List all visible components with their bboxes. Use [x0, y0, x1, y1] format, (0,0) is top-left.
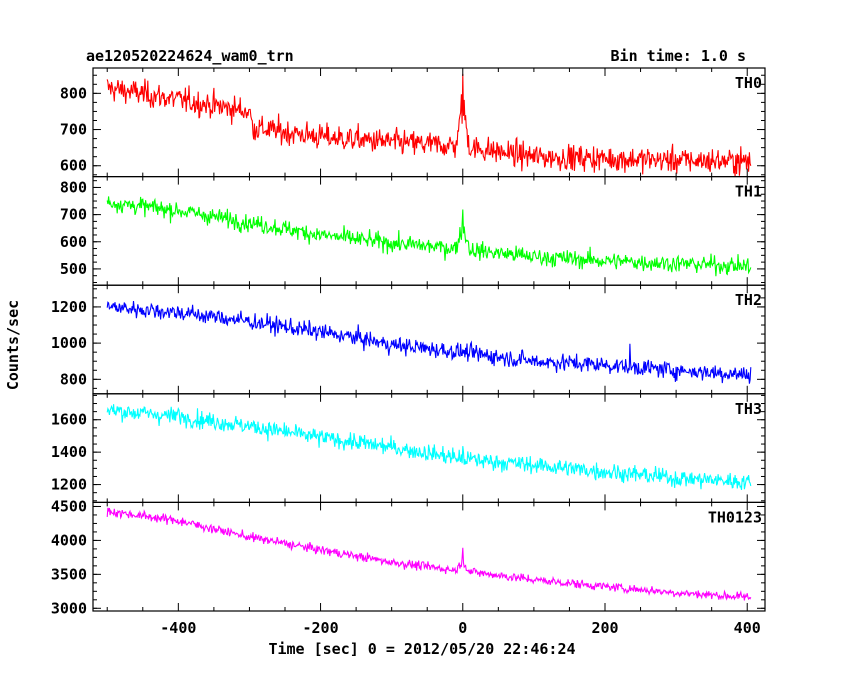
y-tick-label: 800 — [60, 178, 87, 196]
y-tick-label: 4500 — [51, 497, 87, 515]
y-tick-label: 3500 — [51, 565, 87, 583]
y-tick-label: 600 — [60, 157, 87, 175]
y-tick-label: 600 — [60, 233, 87, 251]
panels: 600 700 800 TH0 500 600 700 800 TH1 800 1000 1200 TH… — [51, 67, 766, 637]
y-tick-label: 800 — [60, 370, 87, 388]
series-label-th3: TH3 — [735, 400, 762, 418]
series-th0123-line — [106, 507, 752, 601]
panel-frame-th0 — [92, 67, 766, 178]
x-tick-label: 400 — [734, 619, 761, 637]
series-label-th0123: TH0123 — [708, 508, 762, 526]
x-axis-label: Time [sec] 0 = 2012/05/20 22:46:24 — [268, 640, 575, 658]
panel-frame-th0123 — [92, 501, 766, 612]
x-tick-label: -400 — [160, 619, 196, 637]
y-tick-label: 1000 — [51, 334, 87, 352]
chart-title: ae120520224624_wam0_trn — [86, 47, 294, 65]
y-tick-label: 1200 — [51, 476, 87, 494]
y-tick-label: 3000 — [51, 599, 87, 617]
bin-time-label: Bin time: 1.0 s — [611, 47, 746, 65]
series-th1-line — [106, 196, 752, 277]
series-label-th0: TH0 — [735, 74, 762, 92]
series-label-th1: TH1 — [735, 183, 762, 201]
x-tick-label: -200 — [302, 619, 338, 637]
y-tick-label: 4000 — [51, 531, 87, 549]
y-tick-label: 500 — [60, 260, 87, 278]
series-th0-line — [106, 73, 752, 177]
y-tick-label: 800 — [60, 84, 87, 102]
series-label-th2: TH2 — [735, 291, 762, 309]
y-tick-label: 1400 — [51, 443, 87, 461]
x-tick-label: 0 — [458, 619, 467, 637]
x-tick-label: 200 — [591, 619, 618, 637]
y-axis-label: Counts/sec — [4, 300, 22, 390]
panel-frame-th2 — [92, 284, 766, 395]
y-tick-label: 700 — [60, 121, 87, 139]
series-th3-line — [106, 404, 752, 491]
y-tick-label: 700 — [60, 206, 87, 224]
y-tick-label: 1600 — [51, 411, 87, 429]
y-tick-label: 1200 — [51, 298, 87, 316]
series-th2-line — [106, 300, 752, 384]
